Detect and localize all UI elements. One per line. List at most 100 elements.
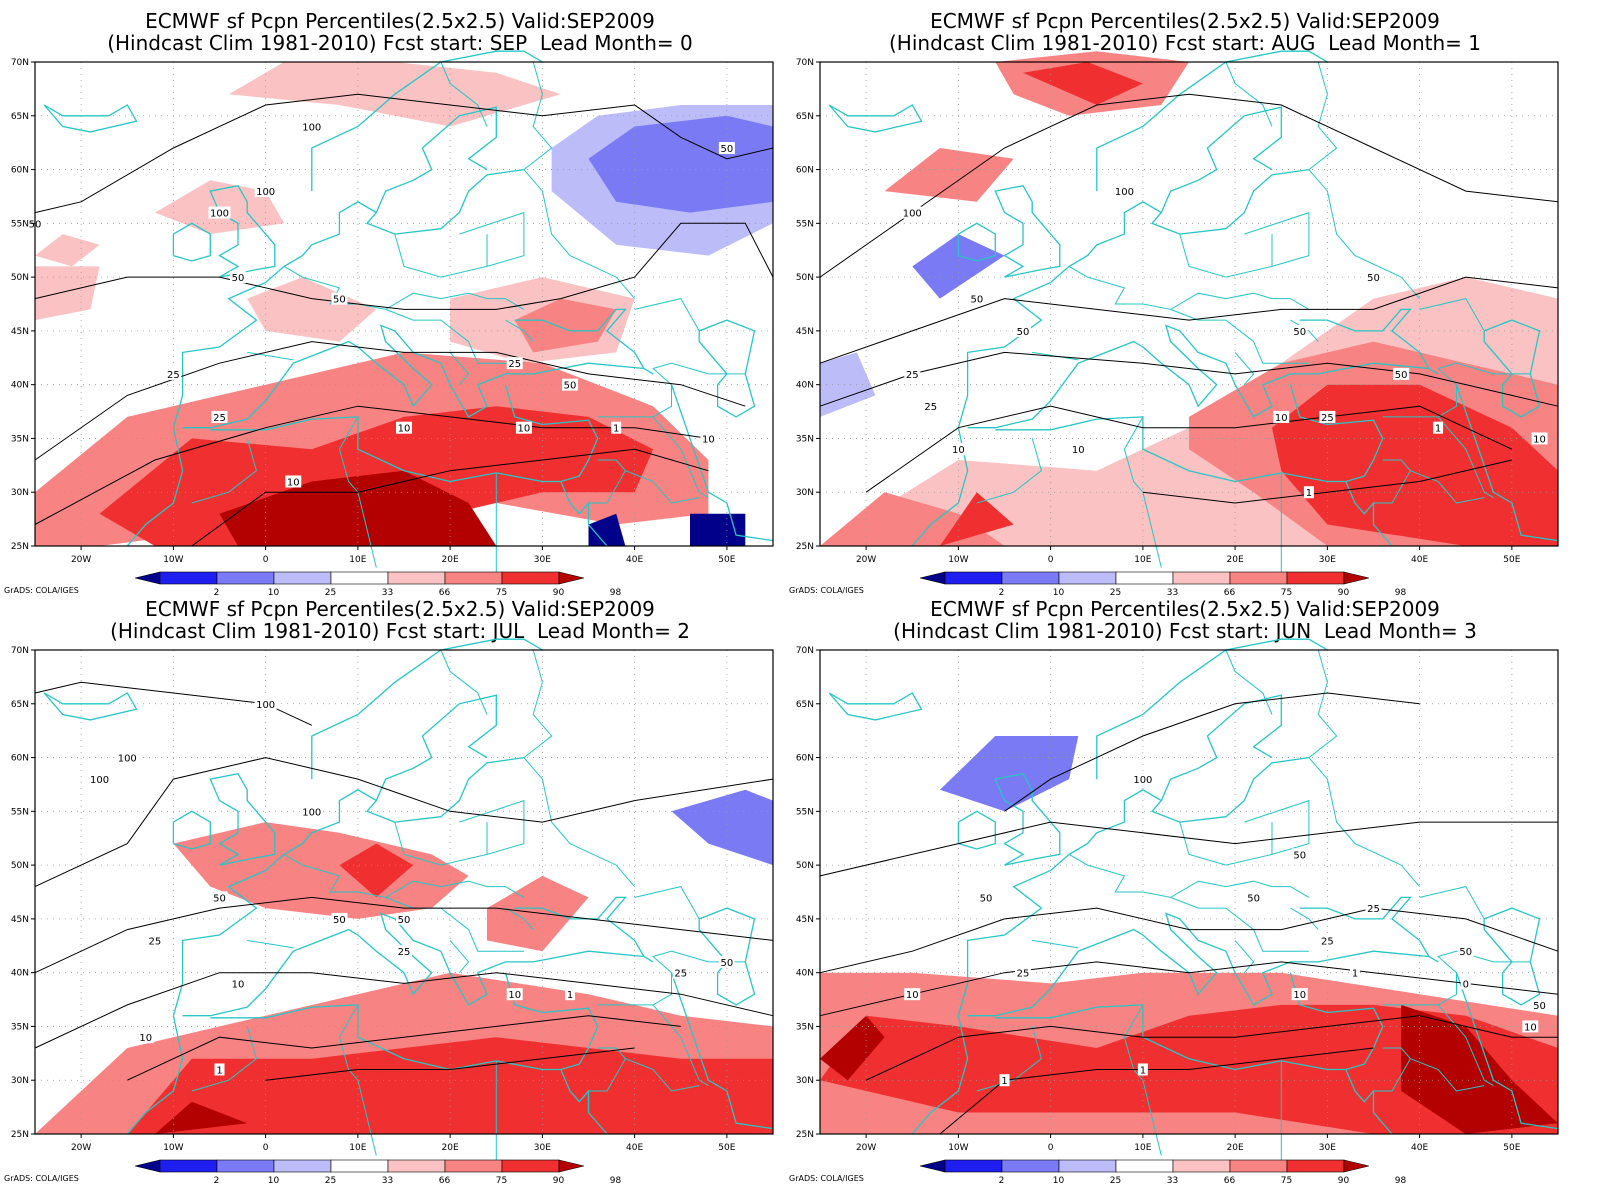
contour-line [34,896,774,974]
country-border [1419,298,1485,332]
country-border [385,308,524,364]
colorbar-arrow-high [558,571,585,585]
coastline [994,772,1061,866]
contour-label-bg [285,475,302,488]
lat-tick-label: 30N [11,488,29,498]
country-border [597,362,709,418]
lat-tick-label: 25N [11,1130,29,1140]
contour-label-text: 25 [1321,413,1334,424]
contour-label: 1 [1137,1063,1148,1076]
contour-label-bg [672,966,689,979]
colorbar-tick-label: 2 [999,588,1005,598]
lon-tick-label: 40E [1411,1143,1428,1153]
contour-line [34,341,746,461]
country-border [1032,939,1079,949]
contour-label-text: 25 [1321,936,1334,947]
colorbar-arrow-low [134,1159,161,1173]
coastline [560,1069,608,1135]
contour-label-bg [978,891,995,904]
coastline [957,168,1309,428]
coastline [1299,308,1430,369]
contour-label-text: 10 [1533,434,1546,445]
colorbar-segment [387,1159,446,1173]
map-plot: 100 100 50 50 50 50 50 25 25 25 10 10 10 10 1 1 20W 10W 0 1… [796,50,1559,579]
contour-label-text: 50 [1293,327,1306,338]
contour-label-bg [208,206,231,219]
country-border [1234,352,1255,386]
contour-line [127,1015,681,1081]
colorbar-segment [1001,571,1060,585]
coastline [210,972,599,1071]
country-border [1308,649,1338,758]
contour-label-bg [700,432,717,445]
contour-label: 50 [968,292,985,306]
contour-line [819,93,1559,278]
contour-label: 10 [396,421,412,435]
lat-tick-label: 60N [796,166,814,176]
country-border [1179,233,1273,278]
contour-label: 1 [999,1074,1010,1087]
contour-label-bg [1291,848,1308,861]
contour-label-bg [396,912,412,925]
colorbar-segment [387,571,446,585]
map-panel-lead-3: ECMWF sf Pcpn Percentiles(2.5x2.5) Valid… [785,588,1585,1188]
contour-label-bg [146,934,163,947]
coastline [957,756,1309,1016]
lat-tick-label: 40N [796,969,814,979]
country-border [1290,319,1319,342]
lon-tick-label: 50E [1503,1143,1520,1153]
contour-label-text: 25 [906,370,919,381]
colorbar-segment [444,571,503,585]
colorbar-segment [273,571,332,585]
colorbar-segment [1115,1159,1174,1173]
colorbar-segment [1115,571,1174,585]
panel-title-line2: (Hindcast Clim 1981-2010) Fcst start: JU… [893,619,1477,643]
coastline [911,1015,969,1135]
contour-label: 25 [165,367,182,381]
lon-tick-label: 20W [856,1143,876,1153]
coastline [375,106,497,213]
colorbar-segment [273,1159,332,1173]
contour-label-bg [1014,324,1031,337]
contour-label: 25 [904,367,921,381]
country-border [1308,61,1338,170]
contour-label-bg [1137,1063,1148,1076]
colorbar: 2 10 25 33 66 75 90 98 [919,571,1406,598]
lon-tick-label: 10W [948,1143,968,1153]
lat-tick-label: 40N [11,381,29,391]
colorbar-tick-label: 10 [1053,588,1065,598]
contour-label-text: 10 [952,445,965,456]
contour-label-text: 50 [333,295,346,306]
contour-label: 1 [1433,421,1444,435]
contour-line [819,276,1559,364]
contour-label: 10 [506,988,523,1001]
lat-tick-label: 55N [796,219,814,229]
colorbar-tick-label: 98 [1395,1176,1407,1186]
contour-label-text: 10 [702,434,715,445]
coastline [43,104,138,133]
contour-label: 10 [1291,988,1308,1001]
contour-label: 10 [950,443,967,456]
country-border [523,169,635,299]
lat-tick-label: 60N [11,754,29,764]
lon-tick-label: 50E [718,1143,735,1153]
contour-label-text: 10 [232,979,245,990]
contour-label-text: 50 [213,893,226,904]
lat-tick-label: 55N [11,807,29,817]
contour-label: 25 [922,400,939,413]
lat-tick-label: 30N [11,1076,29,1086]
contour-label-text: 100 [90,775,109,786]
coastline [1345,1069,1393,1135]
colorbar-arrow-high [1343,1159,1370,1173]
contour-label-bg [1291,988,1308,1001]
coastline [1299,896,1430,957]
colorbar-tick-label: 98 [610,1176,622,1186]
colorbar-segment [330,571,389,585]
contour-label-bg [396,945,412,958]
contour-label: 100 [1131,773,1154,786]
colorbar-tick-label: 33 [382,1176,393,1186]
country-border [394,233,488,278]
